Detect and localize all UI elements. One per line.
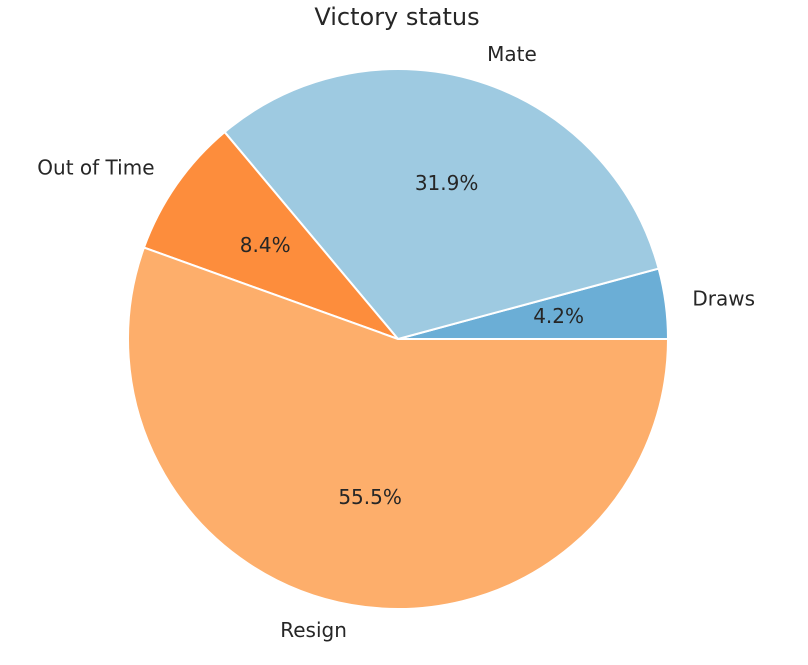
slice-pct-draws: 4.2% — [533, 304, 584, 328]
slice-pct-out-of-time: 8.4% — [240, 233, 291, 257]
slice-pct-mate: 31.9% — [415, 171, 479, 195]
slice-label-out-of-time: Out of Time — [37, 156, 154, 180]
pie-slice-resign — [127, 246, 670, 610]
pie-slice-out-of-time — [142, 130, 402, 342]
chart-title: Victory status — [314, 3, 479, 31]
slice-pct-resign: 55.5% — [338, 485, 402, 509]
pie-slices — [127, 68, 670, 610]
slice-label-mate: Mate — [487, 42, 537, 66]
pie-slice-mate — [223, 68, 660, 341]
slice-label-draws: Draws — [692, 286, 755, 310]
pie-labels: Draws 4.2% Mate 31.9% Out of Time 8.4% Resign 5… — [37, 42, 755, 642]
slice-label-resign: Resign — [280, 618, 347, 642]
